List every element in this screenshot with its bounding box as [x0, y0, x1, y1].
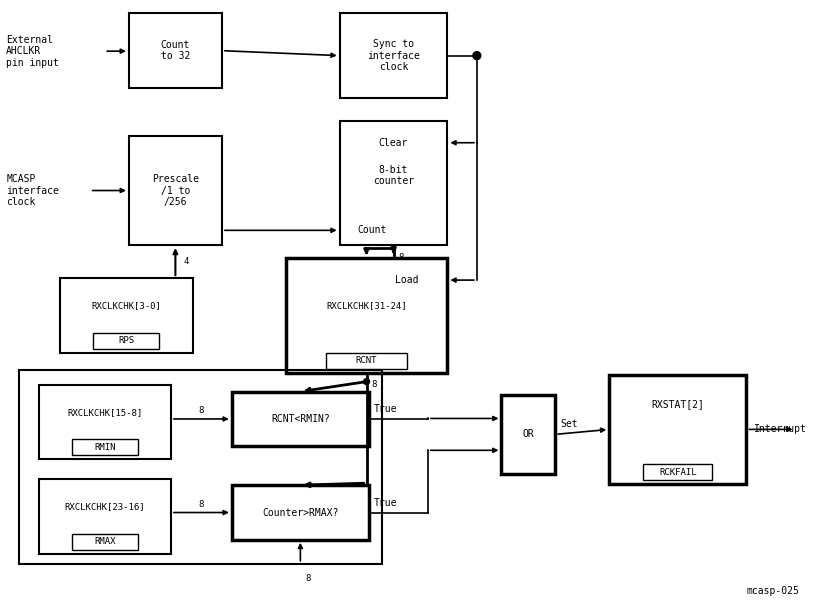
Bar — [644, 464, 712, 480]
Text: 8-bit
counter: 8-bit counter — [373, 165, 414, 187]
Bar — [129, 13, 222, 88]
Text: Interrupt: Interrupt — [754, 424, 808, 435]
Text: Set: Set — [560, 420, 577, 429]
Text: RCNT<RMIN?: RCNT<RMIN? — [271, 414, 330, 424]
Bar — [340, 13, 447, 98]
Text: RPS: RPS — [118, 337, 134, 346]
Text: Sync to
interface
clock: Sync to interface clock — [367, 39, 420, 72]
Text: RXSTAT[2]: RXSTAT[2] — [651, 400, 704, 409]
Bar — [19, 370, 382, 564]
Text: RXCLKCHK[3-0]: RXCLKCHK[3-0] — [92, 302, 161, 311]
Text: OR: OR — [523, 429, 534, 439]
Text: RXCLKCHK[15-8]: RXCLKCHK[15-8] — [67, 408, 143, 417]
Circle shape — [364, 379, 369, 385]
Bar — [93, 333, 160, 349]
Text: 8: 8 — [398, 253, 404, 262]
Circle shape — [473, 52, 481, 60]
Bar — [38, 479, 171, 554]
Bar — [232, 391, 369, 446]
Text: RXCLKCHK[31-24]: RXCLKCHK[31-24] — [326, 302, 407, 311]
Text: RCNT: RCNT — [355, 356, 378, 365]
Text: Prescale
/1 to
/256: Prescale /1 to /256 — [152, 174, 199, 207]
Text: RMIN: RMIN — [94, 443, 115, 452]
Text: RMAX: RMAX — [94, 538, 115, 547]
Text: Load: Load — [395, 275, 418, 285]
Text: 4: 4 — [183, 257, 188, 266]
Bar — [326, 353, 407, 368]
Bar — [72, 534, 138, 550]
Bar — [286, 258, 447, 373]
Text: True: True — [374, 497, 397, 507]
Bar — [501, 394, 555, 474]
Bar — [72, 439, 138, 455]
Bar — [609, 374, 746, 484]
Text: RCKFAIL: RCKFAIL — [659, 468, 697, 477]
Bar — [61, 278, 192, 353]
Text: External
AHCLKR
pin input: External AHCLKR pin input — [7, 34, 59, 68]
Text: mcasp-025: mcasp-025 — [746, 586, 799, 595]
Text: 8: 8 — [372, 380, 377, 389]
Text: True: True — [374, 404, 397, 414]
Text: Clear: Clear — [379, 138, 408, 147]
Bar — [38, 385, 171, 459]
Text: Count: Count — [357, 225, 387, 235]
Text: 8: 8 — [199, 500, 204, 509]
Bar — [232, 485, 369, 540]
Text: Counter>RMAX?: Counter>RMAX? — [262, 507, 338, 518]
Text: RXCLKCHK[23-16]: RXCLKCHK[23-16] — [65, 503, 145, 512]
Text: MCASP
interface
clock: MCASP interface clock — [7, 174, 59, 207]
Text: 8: 8 — [199, 406, 204, 415]
Text: 8: 8 — [305, 574, 310, 583]
Text: Count
to 32: Count to 32 — [161, 40, 190, 61]
Bar — [129, 136, 222, 245]
Bar — [340, 121, 447, 245]
